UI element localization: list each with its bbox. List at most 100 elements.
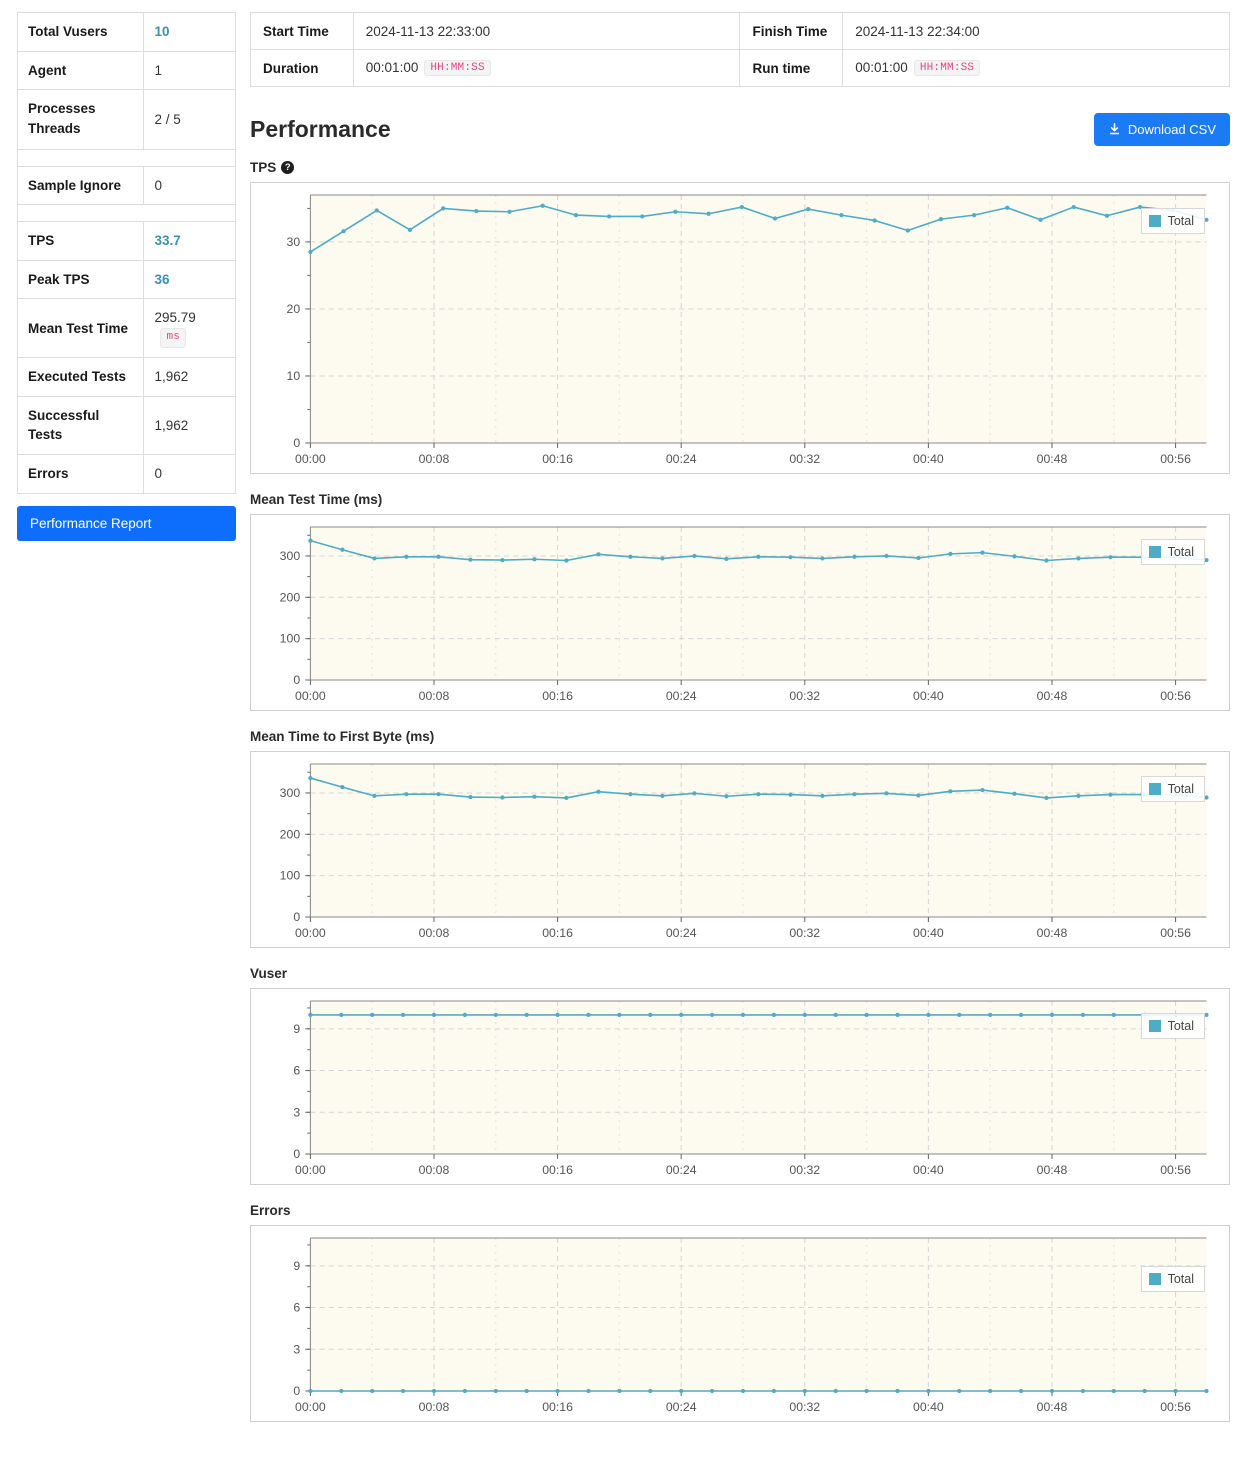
data-point [709,1389,715,1394]
legend-swatch-icon [1148,215,1161,228]
summary-value-text: 10 [154,24,170,39]
chart-title-errors: Errors [250,1203,1230,1218]
x-tick-label: 00:40 [913,927,944,941]
chart-legend-mean-test-time[interactable]: Total [1140,539,1205,566]
y-tick-label: 30 [286,235,300,249]
data-point [756,555,761,560]
data-point [617,1013,622,1018]
data-point [1108,792,1113,798]
x-tick-label: 00:16 [542,927,573,941]
legend-swatch-icon [1148,1273,1161,1286]
y-tick-label: 0 [293,437,300,451]
data-point [1173,1389,1178,1394]
y-tick-label: 0 [293,1385,300,1399]
duration-value: 00:01:00 [365,60,419,75]
legend-swatch-icon [1148,1020,1161,1033]
x-tick-label: 00:48 [1037,1401,1068,1415]
data-point [724,794,729,799]
x-tick-label: 00:16 [542,1164,573,1178]
chart-frame-mean-test-time: 0 100 200 300 00:00 00:08 00:16 00:24 00:32 00:40… [250,514,1230,712]
duration-value-cell: 00:01:00 HH:MM:SS [352,48,741,88]
x-tick-label: 00:00 [295,927,326,941]
chart-legend-mean-time-first-byte[interactable]: Total [1140,776,1205,803]
summary-value: 1,962 [143,395,236,455]
y-tick-label: 200 [280,828,301,842]
data-point [400,1389,406,1394]
question-mark-icon[interactable]: ? [281,161,295,175]
x-tick-label: 00:00 [295,690,326,704]
x-tick-label: 00:56 [1160,1164,1191,1178]
download-csv-button[interactable]: Download CSV [1093,113,1230,147]
chart-legend-errors[interactable]: Total [1140,1266,1205,1293]
data-point [436,555,441,560]
table-row: Total Vusers 10 [16,12,236,52]
chart-canvas-mean-test-time: 0 100 200 300 00:00 00:08 00:16 00:24 00:32 00:40… [280,526,1209,704]
summary-value: 1 [143,50,236,91]
data-point [916,556,921,561]
data-point [706,212,711,217]
data-point [852,555,857,560]
data-point [709,1013,715,1018]
chart-legend-vuser[interactable]: Total [1140,1013,1205,1040]
data-point [1044,558,1049,564]
chart-legend-tps[interactable]: Total [1140,208,1205,235]
chart-block-vuser: Vuser 0 3 6 9 00:00 00:08 00:16 00:24 00:32 00:40 0… [250,966,1230,1186]
summary-sidebar: Total Vusers 10 Agent 1 Processes Threads 2 / … [0,0,236,541]
data-point [839,213,844,218]
data-point [679,1013,684,1018]
chart-canvas-tps: 0 10 20 30 00:00 00:08 00:16 00:24 00:32 00:40 00:… [286,194,1209,467]
y-tick-label: 9 [293,1259,300,1273]
performance-report-button[interactable]: Performance Report [17,505,236,541]
x-tick-label: 00:40 [913,1164,944,1178]
data-point [532,795,537,800]
x-tick-label: 00:40 [913,690,944,704]
download-csv-label: Download CSV [1127,122,1216,138]
chart-block-errors: Errors 0 3 6 9 00:00 00:08 00:16 00:24 00:32 00:40… [250,1203,1230,1423]
chart-title-text: Errors [250,1203,291,1219]
data-point [1080,1389,1086,1394]
data-point [564,796,569,801]
main-content: Start Time 2024-11-13 22:33:00 Finish Ti… [236,0,1242,1440]
data-point [1142,1389,1147,1394]
data-point [660,556,665,561]
y-tick-label: 300 [280,550,301,564]
summary-key-multiline: Processes Threads [16,89,145,150]
data-point [1111,1389,1116,1394]
summary-key: Executed Tests [16,357,145,397]
data-point [724,557,729,562]
x-tick-label: 00:00 [295,1164,326,1178]
table-row: Mean Test Time 295.79 ms [16,298,236,359]
data-point [507,210,512,215]
data-point [573,213,579,218]
data-point [532,557,537,562]
summary-value: 0 [143,453,236,494]
y-tick-label: 100 [280,869,301,883]
data-point [1104,214,1110,219]
x-tick-label: 00:08 [419,690,450,704]
y-tick-label: 9 [293,1022,300,1036]
data-point [370,1013,375,1018]
x-tick-label: 00:24 [666,1164,697,1178]
x-tick-label: 00:32 [789,690,820,704]
data-point [1076,556,1081,561]
spacer-cell [17,204,236,223]
data-point [341,229,346,234]
start-time-label: Start Time [250,12,354,50]
summary-value: 1,962 [143,357,236,397]
x-tick-label: 00:48 [1037,453,1068,467]
chart-title-mean-time-first-byte: Mean Time to First Byte (ms) [250,729,1230,744]
download-icon [1108,123,1121,136]
table-row: Errors 0 [16,453,236,494]
summary-key: Agent [16,50,145,91]
data-point [308,1389,313,1394]
data-point [864,1389,869,1394]
table-row: TPS 33.7 [16,221,236,261]
data-point [772,216,778,221]
data-point [1111,1013,1116,1018]
data-point [1038,218,1043,223]
data-point [374,208,379,213]
data-point [500,558,505,563]
summary-value: 295.79 ms [143,298,236,359]
data-point [884,791,889,796]
data-point [771,1389,777,1394]
